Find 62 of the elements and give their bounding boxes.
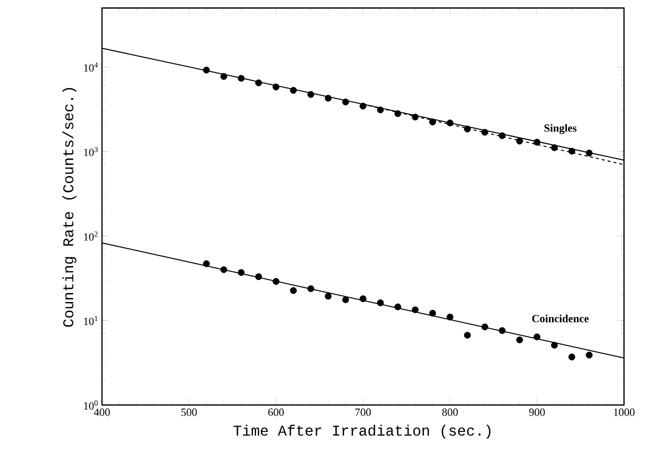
point: [429, 118, 436, 126]
point: [220, 73, 228, 80]
point: [446, 314, 454, 320]
point: [272, 84, 280, 90]
point: [534, 334, 540, 340]
point: [342, 98, 349, 106]
x-tick-label: 800: [442, 408, 458, 416]
y-tick-label: 10$^{1}$: [84, 316, 98, 326]
y-tick-label: 10$^{2}$: [84, 231, 98, 241]
point: [377, 299, 384, 306]
point: [307, 285, 314, 292]
point: [203, 66, 210, 74]
point: [394, 303, 402, 310]
point: [481, 324, 488, 330]
point: [377, 106, 384, 114]
point: [586, 150, 593, 156]
point: [290, 86, 297, 94]
point: [446, 120, 454, 126]
x-tick-label: 600: [268, 408, 284, 416]
point: [272, 278, 280, 285]
point: [255, 79, 262, 86]
point: [238, 74, 245, 82]
point: [360, 102, 366, 110]
point: [568, 354, 576, 360]
point: [534, 138, 540, 146]
point: [360, 295, 366, 302]
point: [498, 132, 506, 140]
y-tick-label: 10$^{4}$: [84, 62, 98, 72]
point: [203, 260, 210, 268]
x-tick-label: 700: [356, 408, 371, 416]
y-tick-label: 10$^{0}$: [84, 400, 98, 410]
point: [481, 128, 488, 136]
x-tick-label: 500: [181, 408, 197, 416]
x-tick-label: 400: [94, 408, 110, 416]
point: [464, 332, 471, 339]
point: [238, 269, 245, 276]
x-tick-label: 900: [529, 408, 545, 416]
point: [516, 336, 523, 344]
point: [255, 273, 262, 280]
point: [412, 306, 419, 314]
annotation: Singles: [544, 124, 577, 134]
point: [324, 292, 332, 300]
point: [498, 327, 506, 334]
point: [394, 110, 402, 118]
point: [551, 144, 558, 152]
point: [220, 266, 228, 274]
point: [412, 114, 419, 120]
point: [464, 126, 471, 132]
point: [290, 287, 297, 294]
y-axis-title: Counting Rate (Counts/sec.): [62, 88, 76, 327]
point: [586, 352, 593, 358]
point: [429, 310, 436, 317]
point: [551, 342, 558, 349]
annotation: Coincidence: [532, 314, 589, 322]
point: [516, 138, 523, 144]
x-axis-title: Time After Irradiation (sec.): [234, 424, 490, 439]
point: [342, 296, 349, 304]
point: [568, 148, 576, 155]
y-tick-label: 10$^{3}$: [84, 146, 98, 156]
x-tick-label: 1000: [614, 408, 635, 416]
point: [324, 94, 332, 102]
point: [307, 91, 314, 98]
